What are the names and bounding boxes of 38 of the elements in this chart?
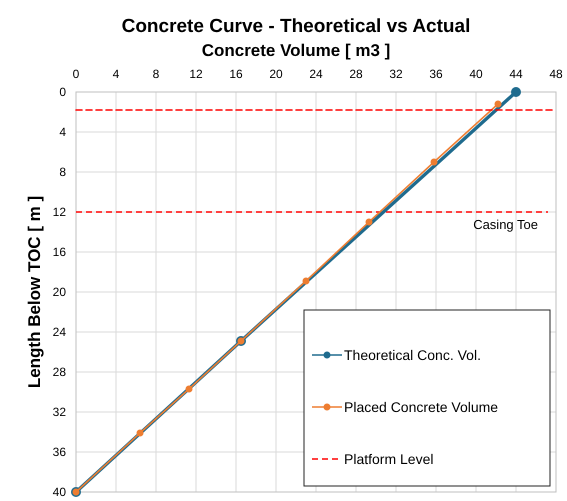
x-tick-label: 4 bbox=[112, 67, 120, 81]
x-tick-label: 8 bbox=[152, 67, 160, 81]
x-tick-label: 36 bbox=[429, 67, 443, 81]
point bbox=[186, 386, 192, 392]
chart-title: Concrete Curve - Theoretical vs Actual bbox=[122, 16, 470, 37]
y-tick-label: 20 bbox=[52, 285, 66, 299]
point bbox=[302, 278, 310, 284]
x-tick-label: 20 bbox=[269, 67, 283, 81]
point bbox=[366, 218, 372, 226]
y-tick-label: 8 bbox=[59, 165, 66, 179]
x-tick-label: 24 bbox=[309, 67, 323, 81]
x-tick-label: 28 bbox=[349, 67, 363, 81]
legend-label: Theoretical Conc. Vol. bbox=[344, 347, 481, 363]
y-axis-title: Length Below TOC [ m ] bbox=[25, 196, 44, 388]
x-tick-label: 40 bbox=[469, 67, 483, 81]
ref-line-label: Casing Toe bbox=[473, 217, 538, 232]
x-tick-label: 0 bbox=[72, 67, 80, 81]
y-tick-label: 16 bbox=[52, 245, 66, 259]
legend-label: Platform Level bbox=[344, 451, 434, 467]
legend-label: Placed Concrete Volume bbox=[344, 399, 498, 415]
x-tick-label: 12 bbox=[189, 67, 203, 81]
x-tick-label: 32 bbox=[389, 67, 403, 81]
y-tick-label: 0 bbox=[59, 85, 66, 99]
point bbox=[430, 158, 438, 166]
point bbox=[136, 430, 144, 436]
y-tick-label: 24 bbox=[52, 325, 66, 339]
point bbox=[511, 87, 521, 97]
y-tick-label: 32 bbox=[52, 405, 66, 419]
x-tick-label: 48 bbox=[549, 67, 563, 81]
x-tick-label: 16 bbox=[229, 67, 243, 81]
y-tick-label: 28 bbox=[52, 365, 66, 379]
y-tick-label: 40 bbox=[52, 485, 66, 499]
y-tick-label: 4 bbox=[59, 125, 66, 139]
point bbox=[494, 100, 502, 108]
y-tick-label: 36 bbox=[52, 445, 66, 459]
x-tick-label: 44 bbox=[509, 67, 523, 81]
x-axis-title: Concrete Volume [ m3 ] bbox=[202, 41, 390, 60]
y-tick-label: 12 bbox=[52, 205, 66, 219]
